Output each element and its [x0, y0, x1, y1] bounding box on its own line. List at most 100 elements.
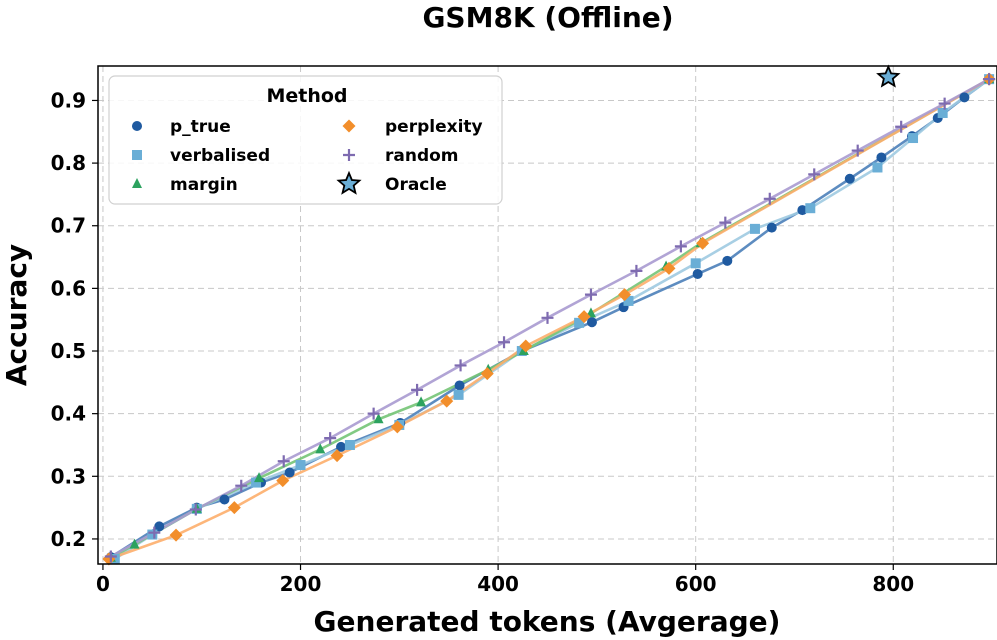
- point-p-true: [154, 521, 165, 532]
- point-p-true: [844, 173, 855, 184]
- point-margin: [315, 443, 326, 454]
- point-p-true: [797, 205, 808, 216]
- point-margin: [416, 396, 427, 407]
- legend-entry-random: random: [343, 146, 459, 166]
- point-verbalised: [872, 162, 883, 173]
- point-perplexity: [276, 474, 290, 488]
- point-random: [454, 359, 467, 372]
- point-verbalised: [749, 223, 760, 234]
- legend-entry-verbalised: verbalised: [132, 146, 270, 166]
- y-tick-label: 0.8: [51, 151, 86, 175]
- point-p-true: [586, 317, 597, 328]
- point-p-true: [454, 380, 465, 391]
- point-p-true: [284, 467, 295, 478]
- ticks-layer: 0 200 400 600 800 0.2 0.3 0.4 0.5 0.6 0.7 0.8 0.9: [51, 88, 915, 596]
- x-tick-label: 200: [280, 572, 322, 596]
- x-tick-label: 800: [872, 572, 914, 596]
- x-tick-label: 600: [675, 572, 717, 596]
- point-p-true: [336, 441, 347, 452]
- point-random: [277, 455, 290, 468]
- point-p-true: [766, 222, 777, 233]
- point-random: [104, 550, 117, 563]
- point-perplexity: [577, 310, 591, 324]
- y-tick-label: 0.9: [51, 88, 86, 112]
- point-perplexity: [169, 528, 183, 542]
- legend-marker-perplexity: [342, 119, 356, 133]
- legend-entry-oracle: Oracle: [336, 170, 447, 195]
- legend-title: Method: [266, 85, 347, 107]
- y-tick-label: 0.6: [51, 276, 86, 300]
- y-tick-label: 0.4: [51, 402, 86, 426]
- point-perplexity: [662, 261, 676, 275]
- point-verbalised: [805, 203, 816, 214]
- legend-marker-random: [343, 149, 355, 161]
- point-perplexity: [227, 501, 241, 515]
- legend-entry-perplexity: perplexity: [342, 117, 483, 137]
- legend-entry-p-true: p_true: [132, 117, 231, 137]
- y-tick-label: 0.5: [51, 339, 86, 363]
- point-verbalised: [251, 477, 262, 488]
- point-random: [541, 311, 554, 324]
- point-random: [719, 216, 732, 229]
- x-tick-label: 400: [477, 572, 519, 596]
- point-random: [630, 264, 643, 277]
- y-tick-label: 0.7: [51, 214, 86, 238]
- point-perplexity: [330, 449, 344, 463]
- legend-label-verbalised: verbalised: [170, 146, 270, 166]
- point-perplexity: [440, 394, 454, 408]
- y-tick-label: 0.3: [51, 464, 86, 488]
- point-margin: [129, 538, 140, 549]
- point-random: [584, 288, 597, 301]
- x-tick-label: 0: [96, 572, 110, 596]
- series-line-p-true: [110, 78, 990, 559]
- point-random: [324, 432, 337, 445]
- point-random: [367, 407, 380, 420]
- point-random: [851, 144, 864, 157]
- point-perplexity: [519, 339, 533, 353]
- point-random: [895, 120, 908, 133]
- point-verbalised: [908, 133, 919, 144]
- point-verbalised: [574, 317, 585, 328]
- legend-label-oracle: Oracle: [385, 175, 447, 195]
- point-random: [498, 336, 511, 349]
- point-random: [763, 192, 776, 205]
- point-verbalised: [690, 258, 701, 269]
- point-verbalised: [623, 295, 634, 306]
- point-p-true: [692, 268, 703, 279]
- point-p-true: [722, 255, 733, 266]
- legend-label-random: random: [385, 146, 459, 166]
- legend-marker-oracle: [336, 170, 362, 195]
- point-perplexity: [696, 236, 710, 250]
- point-verbalised: [937, 107, 948, 118]
- x-axis-label: Generated tokens (Avgerage): [314, 605, 781, 638]
- y-tick-label: 0.2: [51, 527, 86, 551]
- legend-entry-margin: margin: [132, 175, 238, 195]
- series-line-perplexity: [108, 78, 990, 561]
- point-random: [983, 73, 996, 86]
- point-perplexity: [480, 367, 494, 381]
- markers-layer: [102, 64, 996, 566]
- point-margin: [254, 472, 265, 483]
- point-perplexity: [390, 420, 404, 434]
- point-random: [235, 479, 248, 492]
- plot-frame: [97, 65, 997, 565]
- legend-label-margin: margin: [170, 175, 238, 195]
- legend-label-perplexity: perplexity: [385, 117, 483, 137]
- point-verbalised: [453, 389, 464, 400]
- legend-marker-p-true: [132, 121, 142, 131]
- legend-marker-margin: [132, 178, 142, 188]
- point-margin: [373, 413, 384, 424]
- point-random: [674, 240, 687, 253]
- legend-label-p-true: p_true: [170, 117, 231, 137]
- point-verbalised: [344, 439, 355, 450]
- y-axis-label: Accuracy: [0, 244, 33, 386]
- point-p-true: [219, 494, 230, 505]
- point-p-true: [876, 152, 887, 163]
- chart-title: GSM8K (Offline): [422, 1, 673, 34]
- legend-entries: p_true verbalised margin perplexity random Or…: [132, 117, 483, 195]
- point-random: [411, 383, 424, 396]
- point-perplexity: [618, 288, 632, 302]
- point-p-true: [959, 92, 970, 103]
